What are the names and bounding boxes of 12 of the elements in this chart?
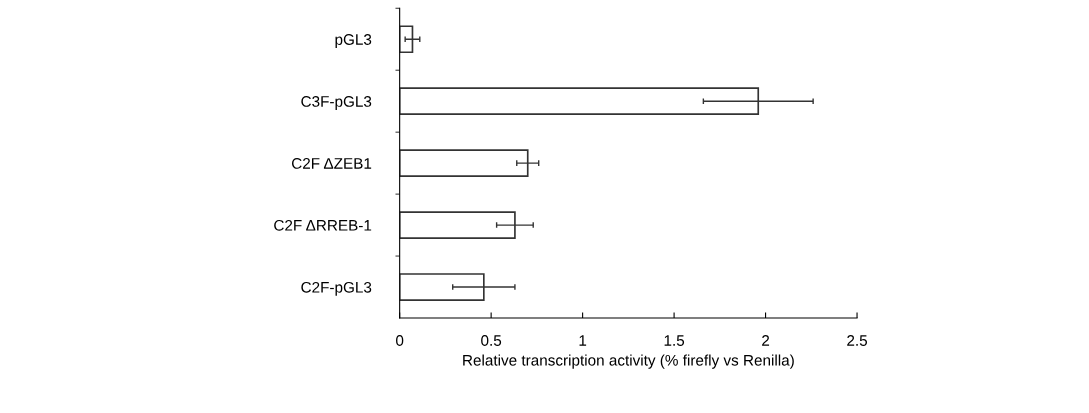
x-tick-label: 0.5 — [481, 335, 502, 346]
y-tick-label: C2F-pGL3 — [301, 281, 372, 296]
y-tick-label: pGL3 — [335, 34, 372, 48]
x-tick-label: 1.5 — [664, 335, 685, 346]
y-tick-label: C3F-pGL3 — [301, 96, 372, 110]
y-tick-label: C2F ΔZEB1 — [291, 158, 372, 169]
x-axis-title: Relative transcription activity (% firefly vs Renilla) — [463, 354, 794, 369]
x-tick-label: 2 — [762, 335, 770, 346]
y-tick-label: C2F ΔRREB-1 — [274, 219, 372, 231]
x-tick-label: 0 — [396, 335, 404, 346]
x-tick-label: 2.5 — [847, 335, 868, 346]
x-tick-label: 1 — [579, 335, 587, 346]
